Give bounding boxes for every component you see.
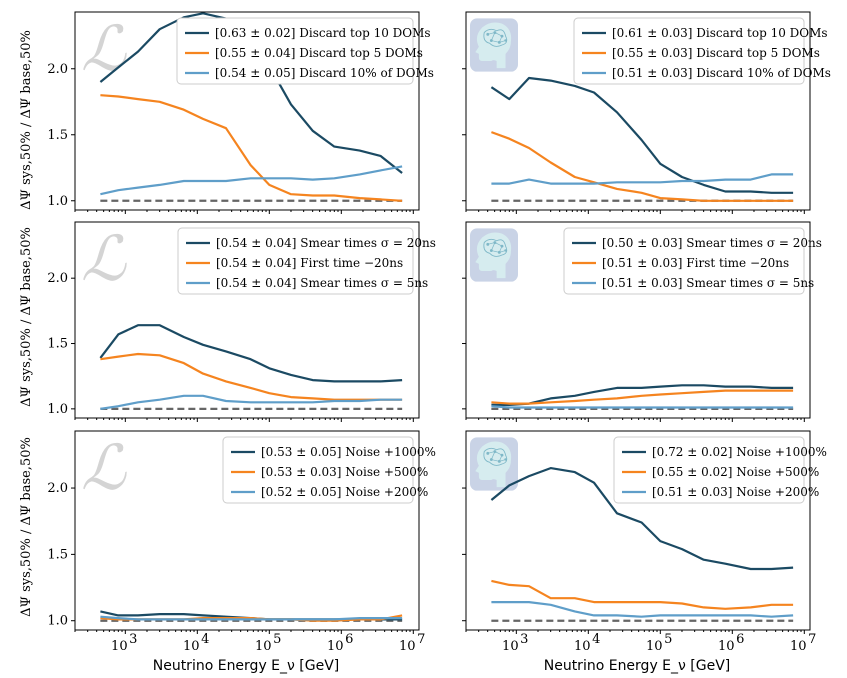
ytick-label: 2.0 — [47, 62, 68, 77]
ytick-label: 1.5 — [47, 547, 68, 562]
xlabel-right: Neutrino Energy E_ν [GeV] — [544, 658, 731, 674]
xtick-label: 10 — [183, 639, 200, 654]
ytick-label: 1.5 — [47, 128, 68, 143]
ytick-label: 1.0 — [47, 194, 68, 209]
ytick-label: 2.0 — [47, 271, 68, 286]
legend-label: [0.53 ± 0.03] Noise +500% — [261, 465, 428, 479]
series-line-light — [100, 394, 403, 410]
panel-r0-c0: ℒ 1.0 1.5 2.0 [0.63 ± 0.02] Discard top 10 D… — [47, 11, 434, 214]
likelihood-script-L-icon: ℒ — [81, 222, 127, 295]
likelihood-script-L-icon: ℒ — [81, 12, 127, 85]
ylabel-middle: ΔΨ sys,50% / ΔΨ base,50% — [19, 227, 34, 407]
legend-label: [0.54 ± 0.04] Smear times σ = 20ns — [216, 236, 436, 250]
ylabel-top: ΔΨ sys,50% / ΔΨ base,50% — [19, 30, 34, 210]
legend: [0.72 ± 0.02] Noise +1000% [0.55 ± 0.02] … — [613, 436, 827, 504]
panel-r0-c1: [0.61 ± 0.03] Discard top 10 DOMs [0.55 ±… — [462, 11, 831, 214]
series-line-light — [100, 165, 403, 196]
xtick-label: 10 — [111, 639, 128, 654]
axes-frame — [465, 11, 811, 211]
axes-frame — [74, 221, 420, 419]
xtick-label: 10 — [718, 639, 735, 654]
brain-head-icon — [470, 228, 518, 282]
xtick-label: 10 — [646, 639, 663, 654]
ytick-label: 1.0 — [47, 614, 68, 629]
legend-box — [177, 227, 414, 295]
xtick-label-exponent: 5 — [273, 632, 281, 647]
ytick-label: 1.5 — [47, 337, 68, 352]
brain-head-icon — [470, 18, 518, 72]
xtick-label-exponent: 5 — [664, 632, 672, 647]
xtick-label: 10 — [502, 639, 519, 654]
xtick-label: 10 — [399, 639, 416, 654]
legend-label: [0.55 ± 0.02] Noise +500% — [652, 465, 819, 479]
series-line-light — [491, 600, 794, 618]
legend: [0.63 ± 0.02] Discard top 10 DOMs [0.55 ±… — [176, 17, 434, 85]
legend-box — [573, 17, 805, 85]
axes-frame — [74, 11, 420, 211]
series-line-orange — [100, 94, 403, 202]
series-line-orange — [491, 131, 794, 202]
legend: [0.54 ± 0.04] Smear times σ = 20ns [0.54 … — [177, 227, 436, 295]
legend-label: [0.54 ± 0.04] Smear times σ = 5ns — [216, 276, 428, 290]
xtick-label-exponent: 6 — [736, 632, 744, 647]
axes-frame — [74, 430, 420, 631]
series-line-orange — [491, 579, 794, 610]
panel-r2-c1: [0.72 ± 0.02] Noise +1000% [0.55 ± 0.02] … — [462, 430, 827, 634]
legend-label: [0.55 ± 0.04] Discard top 5 DOMs — [215, 46, 423, 60]
legend-box — [563, 227, 805, 295]
legend: [0.61 ± 0.03] Discard top 10 DOMs [0.55 ±… — [573, 17, 831, 85]
panel-r1-c1: [0.50 ± 0.03] Smear times σ = 20ns [0.51 … — [462, 221, 822, 422]
xtick-label-exponent: 7 — [808, 632, 816, 647]
brain-head-icon — [470, 437, 518, 491]
series-line-light — [491, 405, 794, 409]
axes-frame — [465, 430, 811, 631]
series-line-dark — [490, 76, 794, 194]
legend-label: [0.72 ± 0.02] Noise +1000% — [652, 445, 827, 459]
series-line-light — [100, 615, 403, 621]
legend-label: [0.61 ± 0.03] Discard top 10 DOMs — [612, 26, 828, 40]
xtick-label: 10 — [327, 639, 344, 654]
series-line-orange — [100, 352, 403, 401]
likelihood-script-L-icon: ℒ — [81, 431, 127, 504]
xtick-label-exponent: 3 — [520, 632, 528, 647]
legend-label: [0.53 ± 0.05] Noise +1000% — [261, 445, 436, 459]
xtick-label-exponent: 6 — [345, 632, 353, 647]
legend-label: [0.55 ± 0.03] Discard top 5 DOMs — [612, 46, 820, 60]
ylabel-bottom: ΔΨ sys,50% / ΔΨ base,50% — [19, 437, 34, 617]
series-line-light — [491, 173, 794, 185]
axes-frame — [465, 221, 811, 419]
series-line-dark — [99, 324, 403, 383]
xtick-label-exponent: 4 — [201, 632, 209, 647]
xtick-label: 10 — [255, 639, 272, 654]
legend: [0.50 ± 0.03] Smear times σ = 20ns [0.51 … — [563, 227, 822, 295]
legend-box — [613, 436, 805, 504]
series-line-dark — [491, 384, 794, 406]
legend: [0.53 ± 0.05] Noise +1000% [0.53 ± 0.03] … — [222, 436, 436, 504]
panel-r1-c0: ℒ 1.0 1.5 2.0 [0.54 ± 0.04] Smear times σ = … — [47, 221, 436, 422]
ytick-label: 2.0 — [47, 481, 68, 496]
xtick-label: 10 — [790, 639, 807, 654]
legend-label: [0.51 ± 0.03] Smear times σ = 5ns — [602, 276, 814, 290]
panel-r2-c0: ℒ1.01.52.0[0.53 ± 0.05] Noise +1000%[0.5… — [47, 430, 436, 634]
xtick-label-exponent: 4 — [592, 632, 600, 647]
legend-label: [0.51 ± 0.03] Noise +200% — [652, 485, 819, 499]
legend-box — [176, 17, 414, 85]
legend-label: [0.52 ± 0.05] Noise +200% — [261, 485, 428, 499]
legend-label: [0.51 ± 0.03] First time −20ns — [602, 256, 789, 270]
series-line-orange — [491, 389, 794, 405]
legend-label: [0.63 ± 0.02] Discard top 10 DOMs — [215, 26, 431, 40]
ytick-label: 1.0 — [47, 402, 68, 417]
legend-label: [0.54 ± 0.04] First time −20ns — [216, 256, 403, 270]
xtick-label-exponent: 7 — [417, 632, 425, 647]
series-line-dark — [490, 467, 794, 571]
legend-label: [0.54 ± 0.05] Discard 10% of DOMs — [215, 66, 434, 80]
legend-label: [0.51 ± 0.03] Discard 10% of DOMs — [612, 66, 831, 80]
legend-box — [222, 436, 414, 504]
xtick-label: 10 — [574, 639, 591, 654]
xlabel-left: Neutrino Energy E_ν [GeV] — [153, 658, 340, 674]
legend-label: [0.50 ± 0.03] Smear times σ = 20ns — [602, 236, 822, 250]
xtick-label-exponent: 3 — [129, 632, 137, 647]
